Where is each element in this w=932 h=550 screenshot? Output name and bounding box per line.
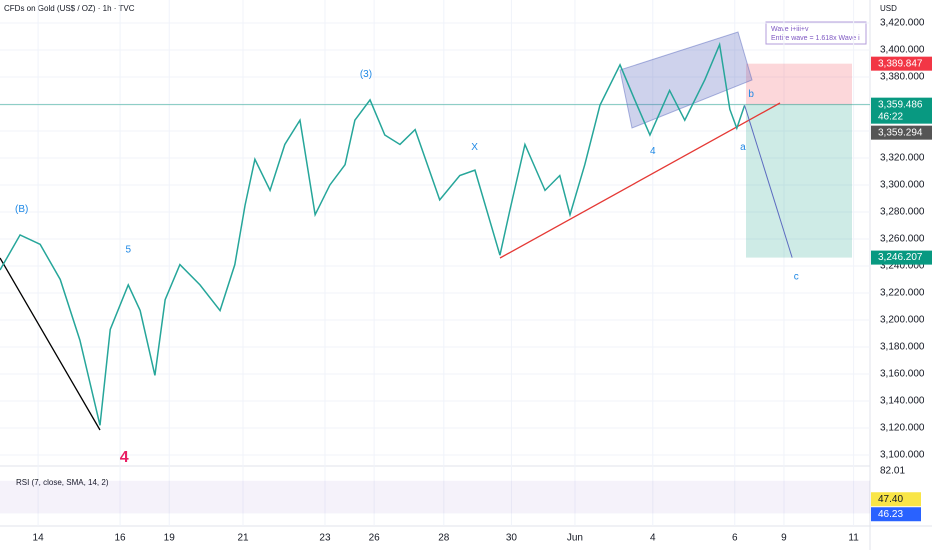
price-badge-label: 3,359.294	[878, 127, 923, 138]
x-tick-label: Jun	[567, 533, 583, 544]
x-tick-label: 28	[438, 533, 450, 544]
rsi-title: RSI (7, close, SMA, 14, 2)	[16, 478, 109, 487]
annotation-frame	[765, 21, 867, 45]
wave-label: X	[471, 142, 478, 153]
wave-label: (3)	[360, 69, 372, 80]
y-tick-label: 3,400.000	[880, 45, 925, 56]
price-badge	[871, 56, 932, 71]
trendline	[499, 102, 781, 259]
wave-line	[0, 257, 101, 431]
x-tick-label: 4	[650, 533, 656, 544]
x-tick-label: 16	[115, 533, 127, 544]
price-badge-label: 3,246.207	[878, 252, 923, 263]
y-tick-label: 3,120.000	[880, 423, 925, 434]
rsi-band	[0, 480, 870, 514]
annotation-text: Entire wave = 1.618x Wave i	[771, 35, 860, 42]
price-badge-label: 3,389.847	[878, 58, 923, 69]
x-tick-label: 23	[319, 533, 331, 544]
price-line-series	[0, 41, 746, 426]
y-tick-label: 3,160.000	[880, 369, 925, 380]
y-tick-label: 3,280.000	[880, 207, 925, 218]
x-tick-label: 21	[237, 533, 249, 544]
x-tick-label: 6	[732, 533, 738, 544]
target-zone	[746, 104, 852, 258]
rsi-sma-label: 46.23	[878, 509, 903, 520]
countdown: 46:22	[878, 111, 903, 122]
rsi-badge	[871, 492, 921, 507]
y-tick-label: 3,200.000	[880, 315, 925, 326]
y-tick-label: 3,100.000	[880, 450, 925, 461]
x-tick-label: 30	[506, 533, 518, 544]
price-badge-label: 3,359.486	[878, 99, 923, 110]
wave-label: a	[740, 142, 746, 153]
chart-title: CFDs on Gold (US$ / OZ) · 1h · TVC	[4, 4, 135, 13]
wave-label: c	[794, 271, 799, 282]
price-badge	[871, 97, 932, 124]
wave-label: 5	[125, 244, 131, 255]
stop-zone	[746, 63, 852, 105]
wave-label: (B)	[15, 204, 28, 215]
y-tick-label: 3,260.000	[880, 234, 925, 245]
grid	[0, 0, 870, 526]
annotation-text: Wave i+iii+v	[771, 26, 809, 33]
price-badge	[871, 125, 932, 140]
x-tick-label: 9	[781, 533, 787, 544]
y-tick-label: 3,140.000	[880, 396, 925, 407]
y-tick-label: 3,420.000	[880, 18, 925, 29]
wave-label: 4	[120, 449, 129, 466]
annotation-box: Wave i+iii+v Entire wave = 1.618x Wave i	[765, 21, 867, 45]
rsi-axis-label: 82.01	[880, 466, 905, 477]
x-tick-label: 26	[369, 533, 381, 544]
wave-label: b	[748, 89, 754, 100]
currency: USD	[880, 4, 897, 13]
y-tick-label: 3,380.000	[880, 72, 925, 83]
x-tick-label: 11	[848, 533, 859, 544]
projection	[744, 105, 793, 258]
y-tick-label: 3,240.000	[880, 261, 925, 272]
price-badge	[871, 250, 932, 265]
y-tick-label: 3,180.000	[880, 342, 925, 353]
channel	[619, 31, 753, 129]
wave-label: 4	[650, 146, 656, 157]
y-tick-label: 3,320.000	[880, 153, 925, 164]
y-tick-label: 3,220.000	[880, 288, 925, 299]
y-tick-label: 3,300.000	[880, 180, 925, 191]
x-tick-label: 14	[33, 533, 45, 544]
x-tick-label: 19	[164, 533, 176, 544]
rsi-sma-badge	[871, 507, 921, 522]
rsi-badge-label: 47.40	[878, 494, 903, 505]
